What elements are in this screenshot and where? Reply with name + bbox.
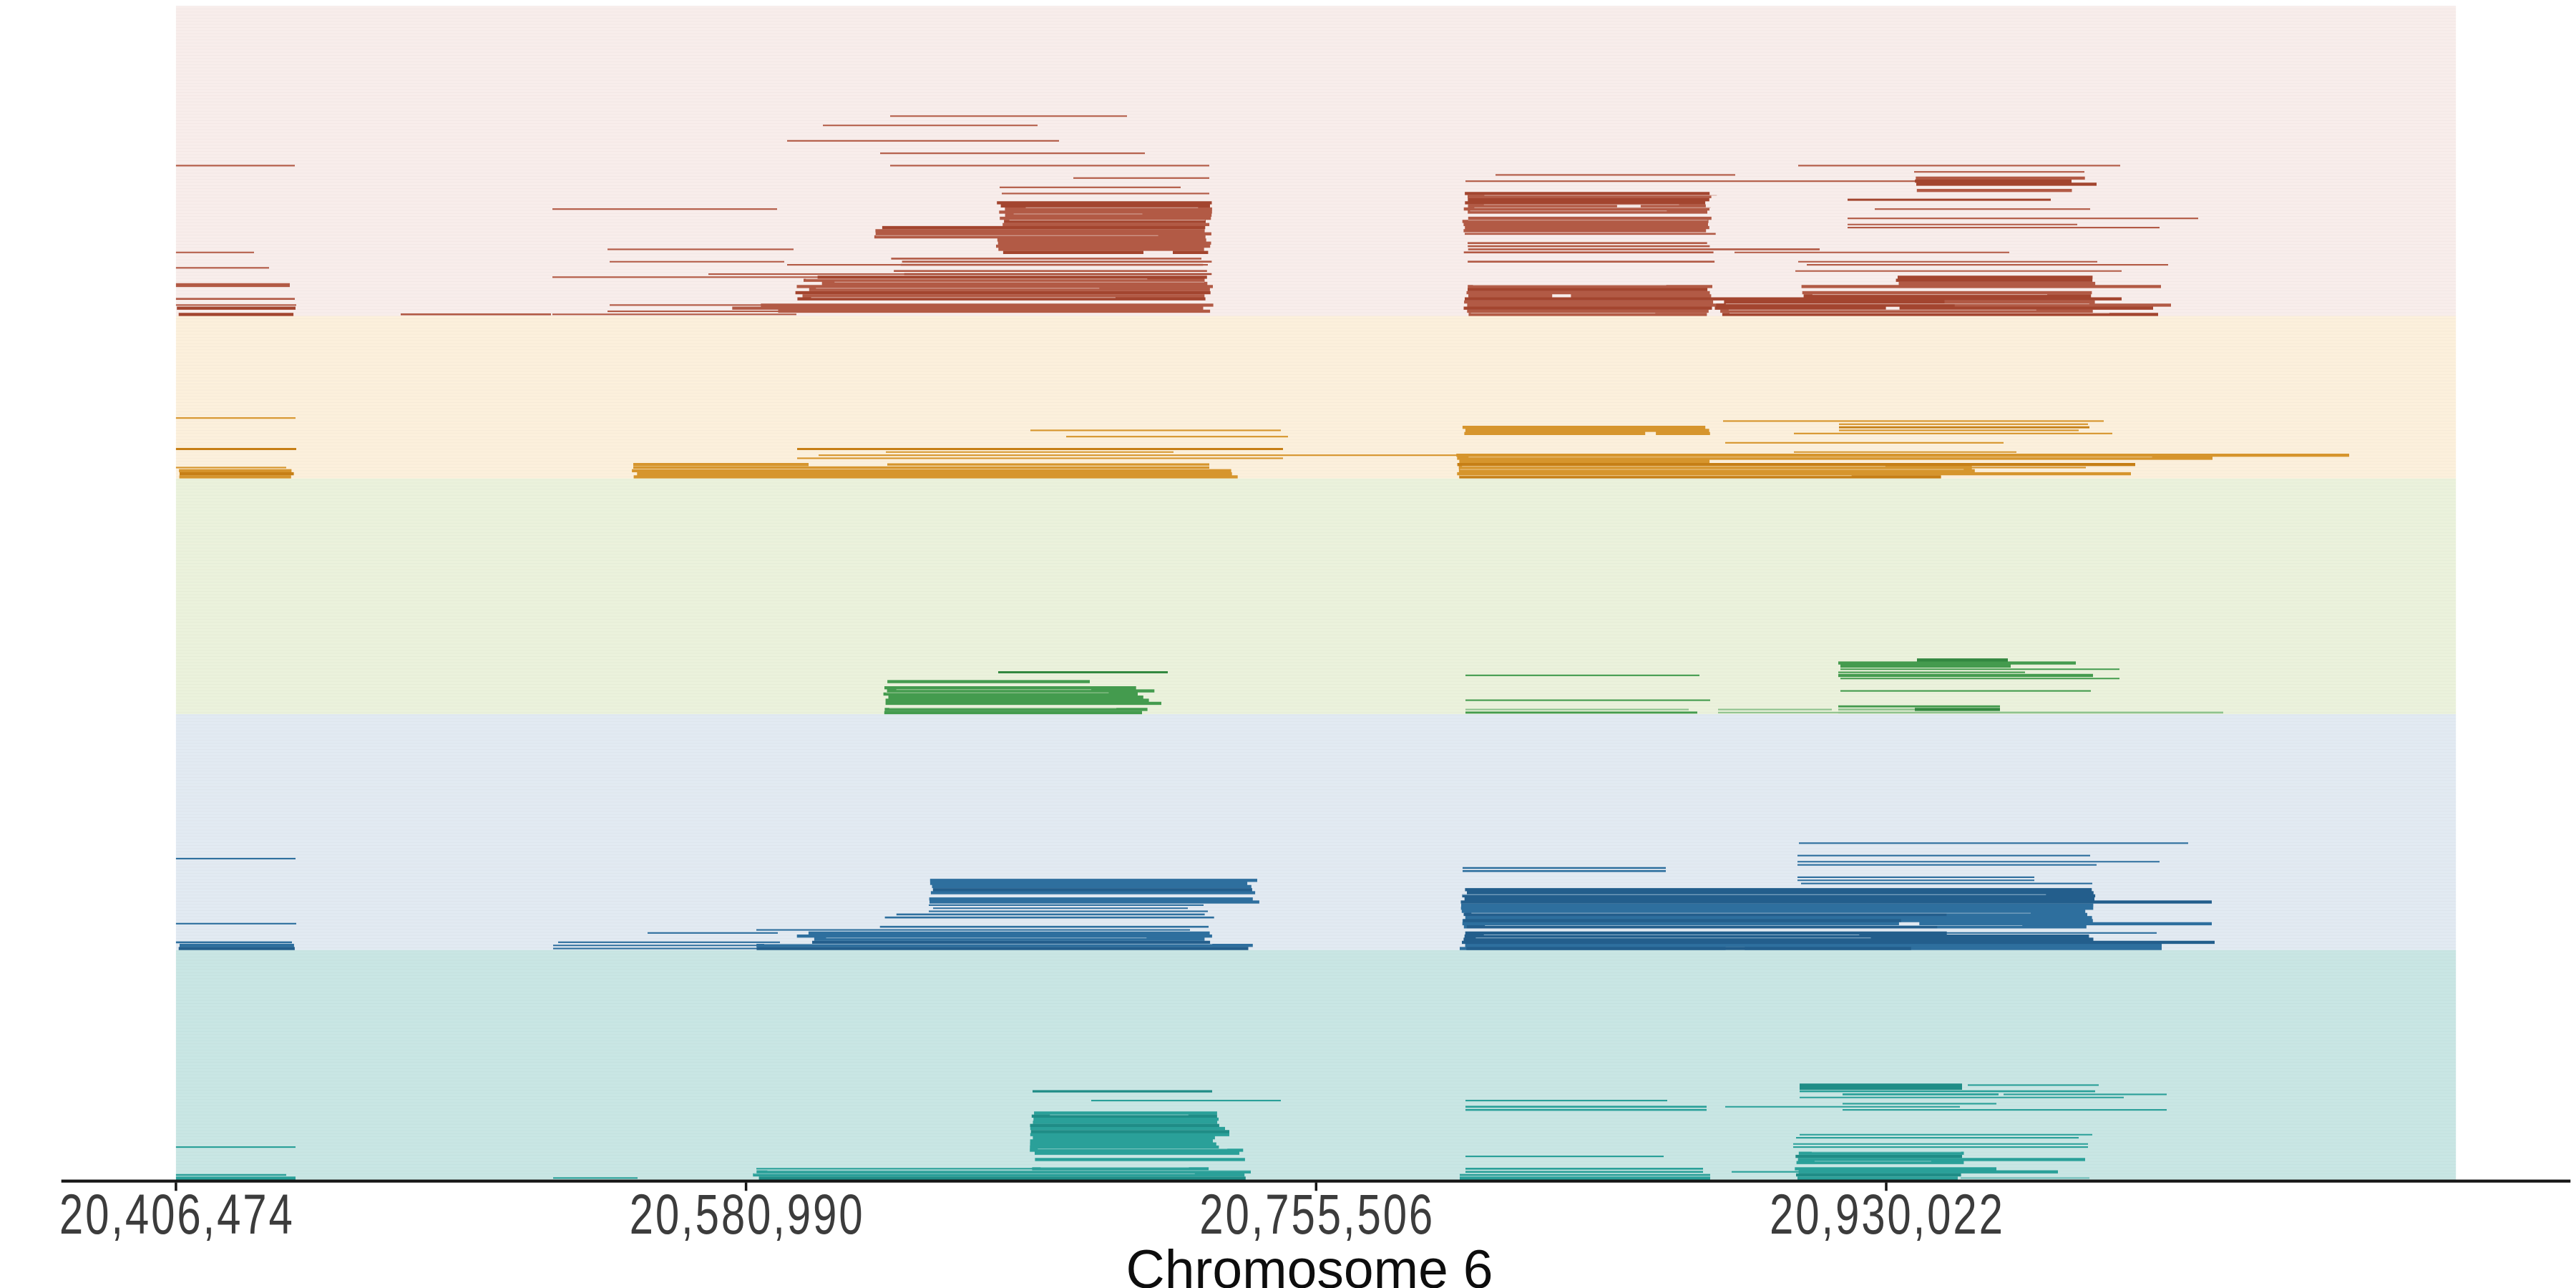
svg-text:Chromosome 6: Chromosome 6 (1126, 1239, 1493, 1288)
